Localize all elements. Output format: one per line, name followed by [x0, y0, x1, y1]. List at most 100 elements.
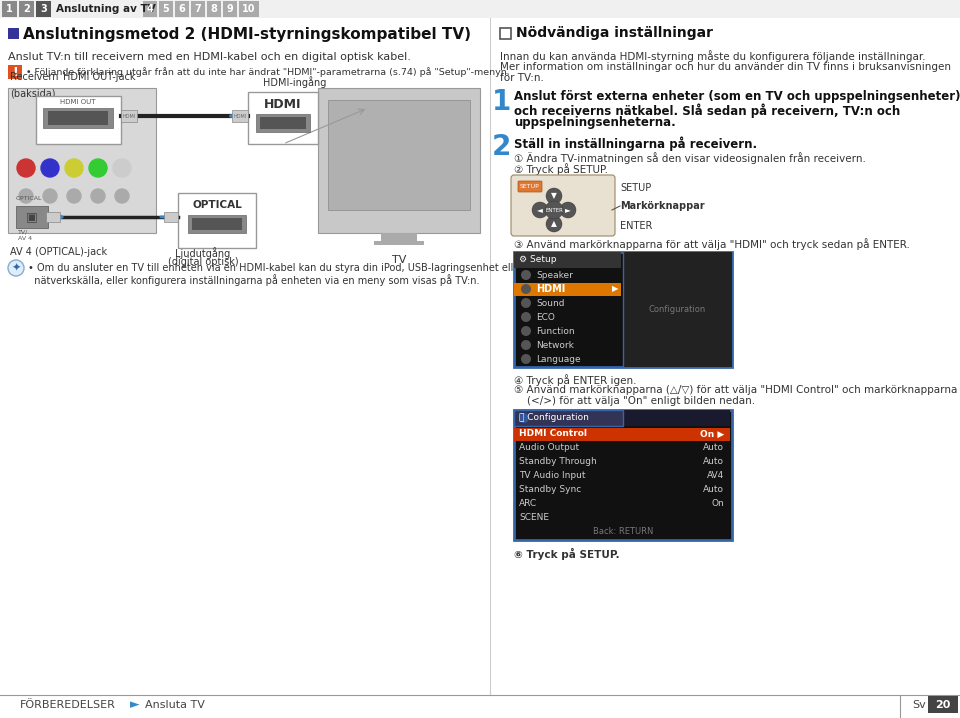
Text: ▶: ▶ — [612, 284, 618, 294]
Text: 7: 7 — [195, 4, 202, 14]
Circle shape — [91, 189, 105, 203]
Text: AV4: AV4 — [707, 472, 724, 480]
Text: ENTER: ENTER — [620, 221, 653, 231]
Text: 4: 4 — [147, 4, 154, 14]
Text: Auto: Auto — [703, 457, 724, 467]
Circle shape — [546, 216, 562, 232]
Text: 9: 9 — [227, 4, 233, 14]
Text: OPTICAL: OPTICAL — [192, 200, 242, 210]
Text: och receiverns nätkabel. Slå sedan på receivern, TV:n och: och receiverns nätkabel. Slå sedan på re… — [514, 103, 900, 118]
Circle shape — [545, 201, 563, 219]
Text: AV 4: AV 4 — [18, 236, 32, 241]
Text: Language: Language — [536, 355, 581, 363]
Bar — [143, 1, 157, 17]
Text: 20: 20 — [935, 700, 950, 710]
Text: Ljudutgång: Ljudutgång — [176, 247, 230, 259]
Text: Audio Output: Audio Output — [519, 444, 579, 452]
Text: HDMI Control: HDMI Control — [519, 429, 587, 439]
Text: Anslutning av TV: Anslutning av TV — [56, 4, 156, 14]
Text: TV/: TV/ — [18, 230, 28, 235]
Circle shape — [546, 188, 562, 204]
Text: 1: 1 — [6, 4, 12, 14]
Circle shape — [67, 189, 81, 203]
Bar — [48, 111, 108, 125]
Text: HDMI OUT: HDMI OUT — [60, 99, 96, 105]
Circle shape — [532, 202, 548, 218]
Text: Configuration: Configuration — [648, 304, 706, 314]
Text: ARC: ARC — [519, 500, 538, 508]
Circle shape — [521, 340, 531, 350]
Bar — [328, 100, 470, 210]
Bar — [19, 1, 34, 17]
FancyBboxPatch shape — [511, 175, 615, 236]
Bar — [256, 114, 310, 132]
Circle shape — [521, 312, 531, 322]
Text: 2: 2 — [492, 133, 512, 161]
Bar — [192, 218, 242, 230]
Text: Mer information om inställningar och hur du använder din TV finns i bruksanvisni: Mer information om inställningar och hur… — [500, 62, 951, 72]
Text: ✦: ✦ — [12, 263, 21, 273]
Bar — [8, 28, 19, 39]
Bar — [623, 252, 732, 367]
Text: Anslut TV:n till receivern med en HDMI-kabel och en digital optisk kabel.: Anslut TV:n till receivern med en HDMI-k… — [8, 52, 411, 62]
Text: Standby Sync: Standby Sync — [519, 485, 581, 495]
Circle shape — [41, 159, 59, 177]
Circle shape — [19, 189, 33, 203]
Circle shape — [519, 413, 529, 423]
Bar — [514, 410, 730, 426]
Text: Back: RETURN: Back: RETURN — [593, 528, 653, 536]
Text: ▼: ▼ — [551, 192, 557, 200]
Text: ② Tryck på SETUP.: ② Tryck på SETUP. — [514, 163, 608, 175]
Bar — [928, 696, 958, 713]
Text: Standby Through: Standby Through — [519, 457, 597, 467]
Circle shape — [65, 159, 83, 177]
Circle shape — [43, 189, 57, 203]
Text: ③ Använd markörknapparna för att välja "HDMI" och tryck sedan på ENTER.: ③ Använd markörknapparna för att välja "… — [514, 238, 910, 250]
Bar — [248, 92, 318, 144]
Text: 3: 3 — [40, 4, 47, 14]
Text: ►: ► — [130, 699, 139, 712]
Text: SETUP: SETUP — [520, 184, 540, 189]
Text: Nödvändiga inställningar: Nödvändiga inställningar — [516, 26, 713, 40]
Text: ENTER: ENTER — [545, 208, 563, 213]
Circle shape — [113, 159, 131, 177]
Bar — [175, 1, 189, 17]
Text: (digital optisk): (digital optisk) — [168, 257, 238, 267]
Text: Network: Network — [536, 340, 574, 350]
Bar — [43, 108, 113, 128]
Text: SETUP: SETUP — [620, 183, 651, 193]
Circle shape — [521, 354, 531, 364]
Text: Sound: Sound — [536, 299, 564, 307]
Text: On: On — [711, 500, 724, 508]
Text: 🖥 Configuration: 🖥 Configuration — [519, 414, 588, 422]
Circle shape — [17, 159, 35, 177]
Text: uppspelningsenheterna.: uppspelningsenheterna. — [514, 116, 676, 129]
Text: 6: 6 — [179, 4, 185, 14]
Text: !: ! — [12, 65, 18, 78]
Text: nätverkskälla, eller konfigurera inställningarna på enheten via en meny som visa: nätverkskälla, eller konfigurera inställ… — [28, 274, 479, 286]
Bar — [500, 28, 511, 39]
Bar — [121, 110, 137, 122]
Bar — [514, 252, 732, 367]
Text: Auto: Auto — [703, 485, 724, 495]
Bar — [514, 410, 732, 540]
Text: 10: 10 — [242, 4, 255, 14]
Bar — [2, 1, 17, 17]
Text: HDMI-ingång: HDMI-ingång — [263, 76, 326, 88]
Text: Anslutningsmetod 2 (HDMI-styrningskompatibel TV): Anslutningsmetod 2 (HDMI-styrningskompat… — [23, 27, 471, 42]
Text: ECO: ECO — [536, 312, 555, 322]
Text: ▣: ▣ — [26, 210, 37, 223]
Text: (baksida): (baksida) — [10, 89, 56, 99]
Text: Sv: Sv — [912, 700, 925, 710]
Bar — [232, 110, 248, 122]
Bar — [36, 96, 121, 144]
Text: TV: TV — [392, 255, 406, 265]
Text: SCENE: SCENE — [519, 513, 549, 523]
Bar — [164, 212, 178, 222]
Text: HDMI: HDMI — [264, 98, 301, 111]
Bar — [514, 428, 730, 441]
Text: för TV:n.: för TV:n. — [500, 73, 544, 83]
Bar — [207, 1, 221, 17]
Text: Anslut först externa enheter (som en TV och uppspelningsenheter): Anslut först externa enheter (som en TV … — [514, 90, 960, 103]
Text: Receivern: Receivern — [10, 72, 59, 82]
